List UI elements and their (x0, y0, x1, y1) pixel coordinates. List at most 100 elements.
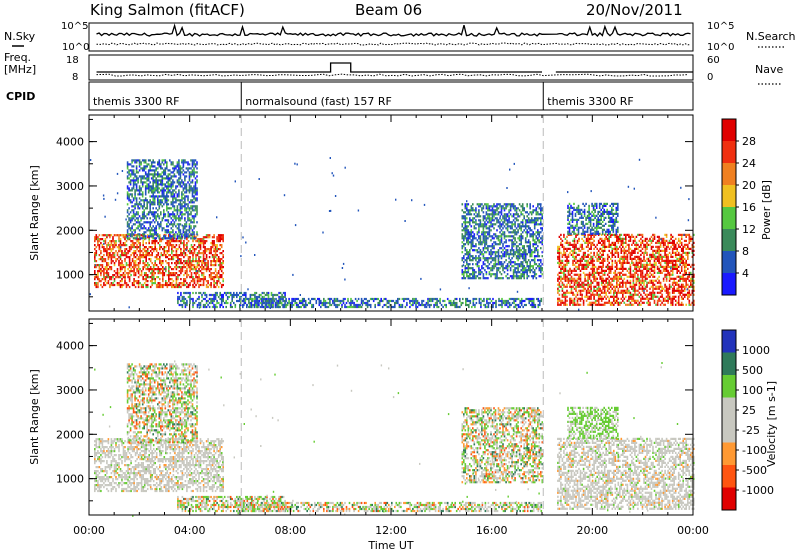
echo-pixel (142, 260, 144, 263)
echo-pixel (256, 301, 259, 305)
echo-pixel (263, 295, 265, 299)
echo-pixel (581, 263, 583, 266)
echo-pixel (213, 283, 215, 287)
echo-pixel (179, 181, 182, 184)
echo-pixel (160, 163, 162, 166)
echo-pixel (157, 268, 160, 271)
echo-pixel (211, 301, 214, 305)
echo-pixel (478, 219, 480, 222)
echo-pixel (413, 299, 416, 303)
echo-pixel (481, 267, 483, 270)
echo-pixel (128, 250, 131, 253)
echo-pixel (578, 247, 580, 250)
echo-pixel (137, 159, 139, 162)
echo-pixel (567, 271, 570, 274)
echo-pixel (233, 295, 235, 299)
echo-pixel (521, 225, 524, 228)
echo-pixel (251, 299, 253, 303)
echo-pixel (149, 225, 151, 228)
echo-pixel (488, 245, 491, 248)
echo-pixel (485, 251, 488, 254)
echo-pixel (211, 256, 214, 259)
echo-pixel (588, 241, 591, 244)
echo-pixel (131, 260, 134, 263)
echo-pixel (184, 280, 187, 283)
echo-pixel (517, 223, 519, 226)
echo-pixel (463, 261, 465, 264)
echo-pixel (490, 255, 492, 258)
echo-pixel (146, 217, 148, 220)
echo-pixel (503, 251, 506, 254)
echo-pixel (194, 209, 197, 212)
echo-pixel (576, 301, 579, 304)
echo-pixel (378, 299, 381, 303)
echo-pixel (104, 250, 107, 253)
echo-pixel (205, 258, 208, 261)
echo-pixel (146, 280, 149, 283)
echo-pixel (181, 199, 183, 202)
echo-pixel (557, 249, 559, 252)
echo-pixel (503, 213, 506, 216)
echo-pixel (149, 205, 151, 208)
echo-pixel (106, 248, 108, 251)
echo-pixel (190, 262, 193, 265)
echo-pixel (506, 273, 509, 276)
echo-pixel (115, 244, 117, 247)
echo-pixel (499, 271, 501, 274)
echo-pixel (95, 283, 98, 287)
echo-pixel (161, 219, 164, 222)
echo-pixel (478, 225, 480, 228)
echo-pixel (242, 305, 244, 309)
echo-pixel (492, 301, 494, 305)
echo-pixel (264, 305, 266, 309)
echo-pixel (561, 287, 564, 290)
echo-pixel (475, 215, 477, 218)
echo-pixel (491, 267, 494, 270)
echo-pixel (119, 234, 122, 237)
echo-pixel (567, 273, 570, 276)
echo-pixel (499, 223, 501, 226)
echo-pixel (508, 277, 510, 280)
echo-pixel (464, 215, 467, 218)
echo-pixel (505, 265, 507, 268)
echo-pixel (184, 171, 186, 174)
echo-pixel (466, 303, 469, 307)
echo-pixel (239, 305, 241, 309)
echo-pixel (233, 301, 235, 305)
echo-pixel (239, 291, 241, 295)
echo-pixel (523, 249, 525, 252)
echo-pixel (161, 191, 164, 194)
echo-pixel (494, 243, 497, 246)
echo-pixel (201, 278, 203, 281)
echo-pixel (503, 271, 506, 274)
echo-pixel (171, 274, 173, 277)
echo-pixel (487, 231, 489, 234)
echo-pixel (148, 258, 150, 261)
echo-pixel (587, 241, 589, 244)
echo-pixel (479, 221, 482, 224)
echo-pixel (315, 299, 318, 303)
echo-pixel (178, 297, 181, 301)
echo-pixel (132, 169, 135, 172)
echo-pixel (183, 244, 185, 247)
echo-pixel (188, 229, 191, 232)
echo-pixel (177, 283, 179, 287)
echo-pixel (505, 249, 507, 252)
echo-pixel (110, 282, 113, 285)
echo-pixel (529, 269, 531, 272)
echo-pixel (392, 299, 395, 303)
echo-pixel (530, 253, 533, 256)
echo-pixel (265, 303, 268, 307)
echo-pixel (166, 244, 169, 247)
echo-pixel (245, 297, 247, 301)
echo-pixel (239, 299, 241, 303)
echo-pixel (178, 183, 180, 186)
echo-pixel (386, 301, 389, 305)
echo-pixel (485, 235, 488, 238)
echo-pixel (187, 161, 189, 164)
echo-pixel (158, 187, 161, 190)
echo-pixel (142, 262, 144, 265)
echo-pixel (155, 227, 157, 230)
echo-pixel (472, 209, 474, 212)
echo-pixel (193, 252, 196, 255)
